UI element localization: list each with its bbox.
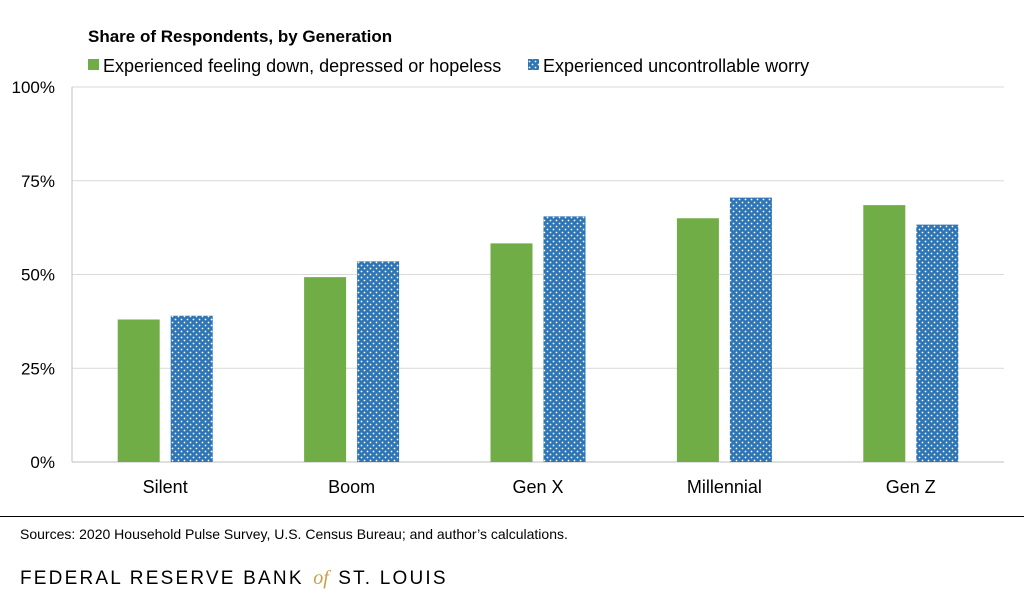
bar-feeling-down-millennial (676, 218, 719, 462)
legend-swatch-series-2 (528, 59, 539, 70)
x-category-label: Gen X (512, 477, 563, 497)
source-note: Sources: 2020 Household Pulse Survey, U.… (20, 526, 568, 542)
legend-swatch-series-1 (88, 59, 99, 70)
chart-title: Share of Respondents, by Generation (88, 27, 392, 46)
y-tick-label: 50% (21, 266, 55, 285)
y-tick-label: 25% (21, 359, 55, 378)
bar-uncontrollable-worry-silent (170, 315, 213, 462)
x-category-label: Millennial (687, 477, 762, 497)
x-category-label: Silent (143, 477, 188, 497)
x-category-label: Boom (328, 477, 375, 497)
legend: Experienced feeling down, depressed or h… (88, 56, 809, 76)
gridlines (71, 86, 1004, 463)
bars (117, 197, 959, 462)
x-axis-category-labels: Silent Boom Gen X Millennial Gen Z (143, 477, 936, 497)
y-tick-label: 0% (30, 453, 55, 472)
bar-feeling-down-gen-x (490, 243, 533, 462)
federal-reserve-st-louis-logo: FEDERAL RESERVE BANK of ST. LOUIS (20, 567, 448, 589)
legend-label-series-1: Experienced feeling down, depressed or h… (103, 56, 501, 76)
x-category-label: Gen Z (886, 477, 936, 497)
bar-feeling-down-gen-z (863, 205, 906, 462)
y-tick-label: 100% (12, 78, 55, 97)
y-tick-label: 75% (21, 172, 55, 191)
bar-feeling-down-boom (304, 277, 347, 462)
bar-feeling-down-silent (117, 319, 160, 462)
bar-chart: Share of Respondents, by Generation Expe… (12, 27, 1004, 497)
footer-divider (0, 516, 1024, 517)
y-axis-tick-labels: 0% 25% 50% 75% 100% (12, 78, 55, 472)
bar-uncontrollable-worry-gen-x (543, 216, 586, 462)
legend-label-series-2: Experienced uncontrollable worry (543, 56, 809, 76)
bar-uncontrollable-worry-boom (357, 261, 400, 462)
bar-uncontrollable-worry-millennial (729, 197, 772, 462)
bar-uncontrollable-worry-gen-z (916, 224, 959, 462)
